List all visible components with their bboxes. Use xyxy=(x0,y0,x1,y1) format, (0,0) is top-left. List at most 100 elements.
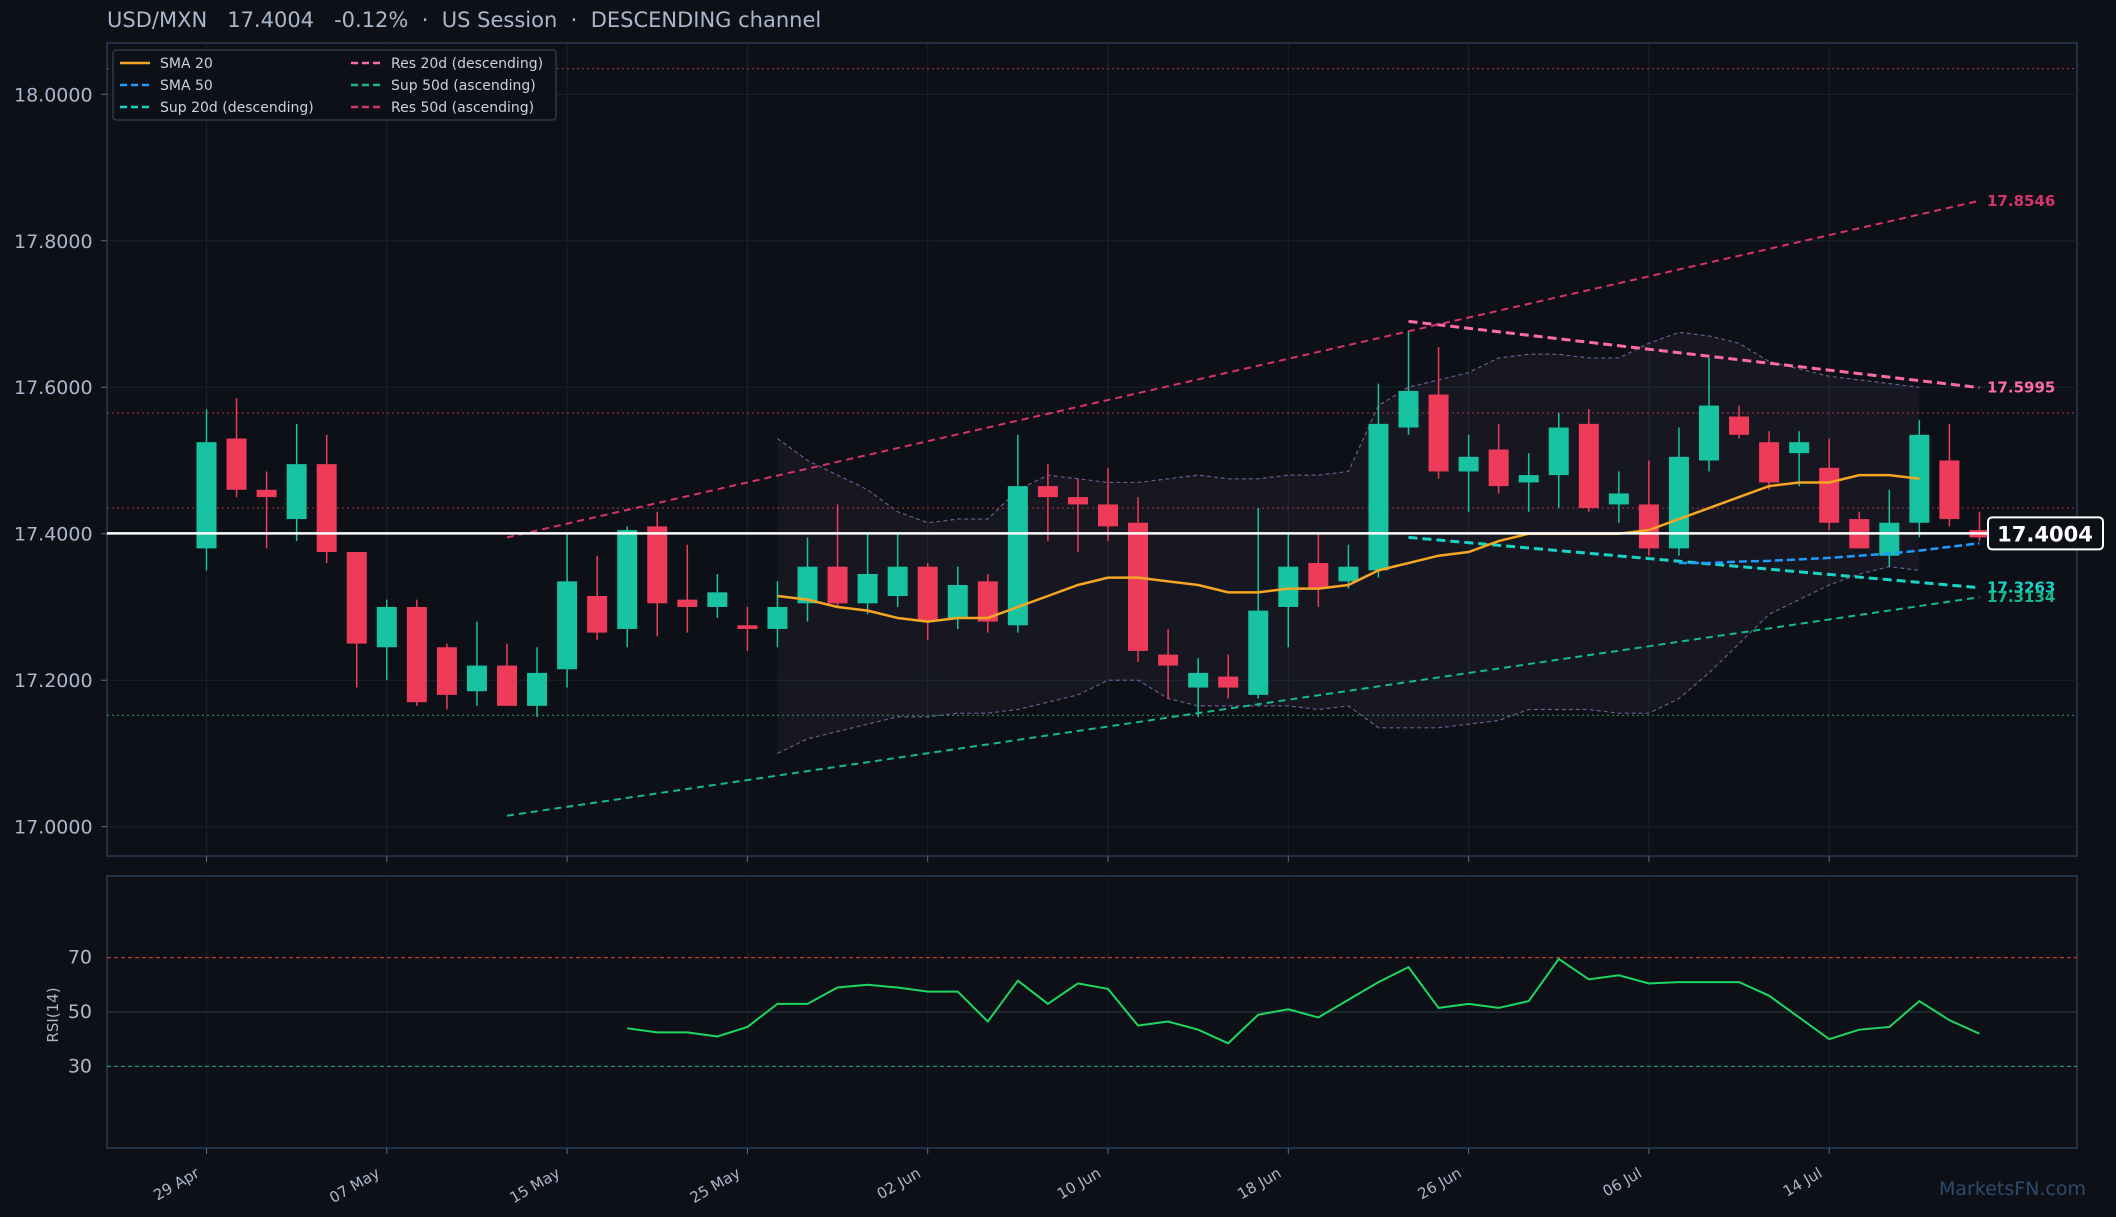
trendline-value-label: 17.8546 xyxy=(1987,192,2055,210)
y-tick-label: 17.6000 xyxy=(14,377,93,399)
candle-body xyxy=(1368,423,1389,571)
bollinger-lower xyxy=(777,566,1920,754)
candle-body xyxy=(1007,486,1028,626)
x-tick-label: 25 May xyxy=(687,1164,744,1207)
candle-body xyxy=(1218,676,1239,688)
sma20-line xyxy=(777,473,1920,623)
candle-body xyxy=(346,552,367,644)
candle-body xyxy=(1037,486,1058,498)
candle-body xyxy=(1488,449,1509,487)
trendline xyxy=(506,596,1980,817)
candle-body xyxy=(827,566,848,604)
x-tick-label: 07 May xyxy=(326,1164,383,1207)
x-tick-label: 29 Apr xyxy=(150,1163,203,1204)
candle-body xyxy=(1759,442,1780,483)
bollinger-upper xyxy=(777,331,1920,524)
x-tick-label: 26 Jun xyxy=(1415,1164,1465,1203)
candle-body xyxy=(557,581,578,670)
x-tick-label: 18 Jun xyxy=(1234,1164,1284,1203)
last-price-label: 17.4004 xyxy=(1997,522,2093,546)
candle-body xyxy=(316,464,337,553)
y-tick-label: 18.0000 xyxy=(14,84,93,106)
candle-body xyxy=(857,574,878,604)
candle-body xyxy=(1939,460,1960,520)
rsi-tick-label: 30 xyxy=(68,1055,92,1077)
candle-body xyxy=(1428,394,1449,472)
y-tick-label: 17.0000 xyxy=(14,817,93,839)
candle-body xyxy=(737,625,758,629)
candle-body xyxy=(677,599,698,607)
change-label: -0.12% xyxy=(334,8,409,32)
legend-label: SMA 50 xyxy=(160,78,213,94)
candle-body xyxy=(587,595,608,633)
sma50-line xyxy=(1678,542,1980,565)
candle-body xyxy=(947,585,968,618)
candle-body xyxy=(1608,493,1629,505)
candle-body xyxy=(527,672,548,706)
candle-body xyxy=(376,606,397,648)
legend-box xyxy=(112,49,557,121)
trendline xyxy=(1408,319,1980,390)
pair-label: USD/MXN xyxy=(107,8,208,32)
candle-body xyxy=(1729,416,1750,435)
legend-label: Res 20d (descending) xyxy=(391,56,543,72)
candle-body xyxy=(707,592,728,607)
trendline-value-label: 17.3134 xyxy=(1987,588,2055,606)
candle-body xyxy=(1699,405,1719,461)
session-label: US Session xyxy=(441,8,558,32)
candle-body xyxy=(1398,390,1419,428)
candle-body xyxy=(286,464,307,520)
legend-label: Sup 20d (descending) xyxy=(160,100,314,116)
candle-body xyxy=(1308,563,1329,589)
candle-body xyxy=(1158,654,1179,666)
candle-body xyxy=(1548,427,1569,476)
candle-body xyxy=(497,665,517,706)
candle-body xyxy=(1098,504,1118,527)
watermark: MarketsFN.com xyxy=(1939,1178,2086,1200)
legend-label: Sup 50d (ascending) xyxy=(391,78,536,94)
candle-body xyxy=(466,665,487,692)
candle-body xyxy=(1458,456,1479,472)
candle-body xyxy=(1668,456,1689,549)
x-tick-label: 14 Jul xyxy=(1780,1164,1825,1201)
candle-body xyxy=(887,566,908,596)
candle-body xyxy=(977,581,998,622)
trendline-value-label: 17.3263 xyxy=(1987,579,2055,597)
candle-body xyxy=(917,566,938,622)
rsi-line xyxy=(627,957,1980,1045)
rsi-axis-label: RSI(14) xyxy=(44,987,62,1042)
candle-body xyxy=(406,606,427,703)
x-tick-label: 02 Jun xyxy=(874,1164,924,1203)
candle-body xyxy=(1248,610,1269,695)
bollinger-fill xyxy=(777,332,1920,754)
candle-body xyxy=(1128,522,1149,651)
candle-body xyxy=(1518,475,1539,483)
candle-body xyxy=(196,442,217,549)
candle-body xyxy=(1578,423,1599,509)
candle-body xyxy=(1789,442,1810,454)
candle-body xyxy=(1638,504,1659,549)
x-tick-label: 10 Jun xyxy=(1054,1164,1104,1203)
separator: · xyxy=(570,8,578,32)
last-price-box xyxy=(1987,516,2104,551)
y-tick-label: 17.2000 xyxy=(14,670,93,692)
candle-body xyxy=(647,526,668,604)
candle-body xyxy=(1188,672,1209,688)
candle-body xyxy=(226,438,247,490)
candle-body xyxy=(436,647,457,695)
chart-header: USD/MXN 17.4004 -0.12% · US Session · DE… xyxy=(107,8,821,32)
trendline-value-label: 17.5995 xyxy=(1987,379,2055,397)
price-label: 17.4004 xyxy=(227,8,315,32)
candle-body xyxy=(767,606,788,629)
candle-body xyxy=(1067,497,1088,505)
legend-label: Res 50d (ascending) xyxy=(391,100,534,116)
y-tick-label: 17.4000 xyxy=(14,524,93,546)
x-tick-label: 15 May xyxy=(507,1164,564,1207)
candle-body xyxy=(1819,467,1840,523)
candle-body xyxy=(1338,566,1359,582)
candle-body xyxy=(1879,522,1900,556)
channel-label: DESCENDING channel xyxy=(590,8,822,32)
y-tick-label: 17.8000 xyxy=(14,231,93,253)
x-tick-label: 06 Jul xyxy=(1600,1164,1645,1201)
